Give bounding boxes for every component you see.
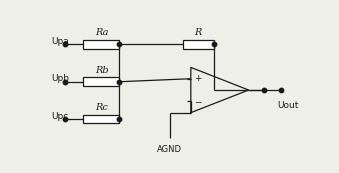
Text: Upc: Upc xyxy=(52,112,69,121)
Bar xyxy=(83,77,119,86)
Text: Rc: Rc xyxy=(95,103,108,112)
Text: Upa: Upa xyxy=(52,37,69,46)
Text: R: R xyxy=(194,28,201,37)
Bar xyxy=(183,40,215,49)
Text: Rb: Rb xyxy=(95,66,108,75)
Text: AGND: AGND xyxy=(157,145,182,154)
Bar xyxy=(83,40,119,49)
Bar xyxy=(83,115,119,123)
Text: −: − xyxy=(195,97,202,106)
Text: +: + xyxy=(195,74,202,83)
Text: Ra: Ra xyxy=(95,28,108,37)
Text: Upb: Upb xyxy=(52,74,69,83)
Text: Uout: Uout xyxy=(278,101,299,110)
